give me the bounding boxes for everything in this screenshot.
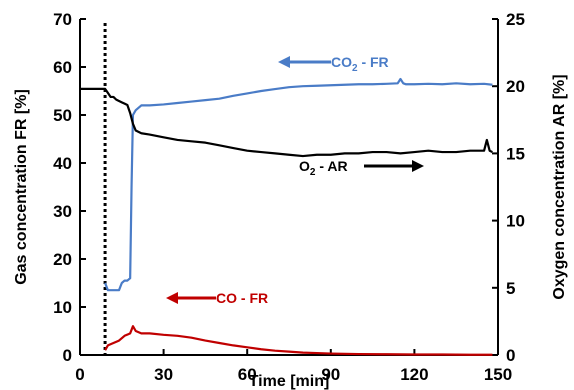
x-tick-label: 30 [154,365,173,384]
x-tick-label: 90 [321,365,340,384]
y-left-tick-label: 20 [53,250,72,269]
annotation-o2-sub: 2 [310,167,316,178]
annotation-co2-suffix: - FR [358,54,389,70]
y-right-tick-label: 0 [506,346,515,365]
annotation-o2-base: O [299,158,310,174]
y-right-tick-label: 5 [506,279,515,298]
annotation-o2-label: O2 - AR [299,158,348,178]
series-line-o2-ar [80,87,493,158]
x-tick-label: 150 [484,365,512,384]
y-right-tick-label: 10 [506,212,525,231]
series-layer [80,77,493,356]
annotation-o2: O2 - AR [299,158,424,178]
y-left-tick-label: 40 [53,154,72,173]
y-left-tick-label: 60 [53,58,72,77]
y-axis-right-title: Oxygen concentration AR [%] [551,74,568,299]
y-right-tick-label: 15 [506,144,525,163]
plot-area: 0 30 60 90 120 150 0 10 20 30 40 50 60 70 0 5 10 15 20 25 [53,10,525,384]
series-line-co-fr [104,325,493,356]
x-tick-label: 0 [75,365,84,384]
y-right-tick-label: 25 [506,10,525,29]
annotation-o2-arrow-head [412,160,424,172]
y-right-ticks: 0 5 10 15 20 25 [492,10,525,365]
annotation-co: CO - FR [166,290,268,306]
y-left-ticks: 0 10 20 30 40 50 60 70 [53,10,86,365]
y-left-tick-label: 70 [53,10,72,29]
x-axis-title: Time [min] [249,373,330,390]
annotation-co2-label: CO2 - FR [331,54,389,74]
annotation-co2-base: CO [331,54,352,70]
y-right-tick-label: 20 [506,77,525,96]
y-left-tick-label: 10 [53,298,72,317]
annotation-o2-suffix: - AR [315,158,347,174]
annotation-co2: CO2 - FR [278,54,389,74]
series-line-co2-fr [104,77,493,292]
y-left-tick-label: 30 [53,202,72,221]
annotation-co-arrow-head [166,292,178,304]
x-tick-label: 60 [238,365,257,384]
annotation-co2-arrow-head [278,56,290,68]
y-axis-left-title: Gas concentration FR [%] [13,89,30,285]
y-left-tick-label: 50 [53,106,72,125]
annotation-co-label: CO - FR [216,290,268,306]
y-left-tick-label: 0 [63,346,72,365]
x-tick-label: 120 [400,365,428,384]
annotation-co2-sub: 2 [352,63,358,74]
